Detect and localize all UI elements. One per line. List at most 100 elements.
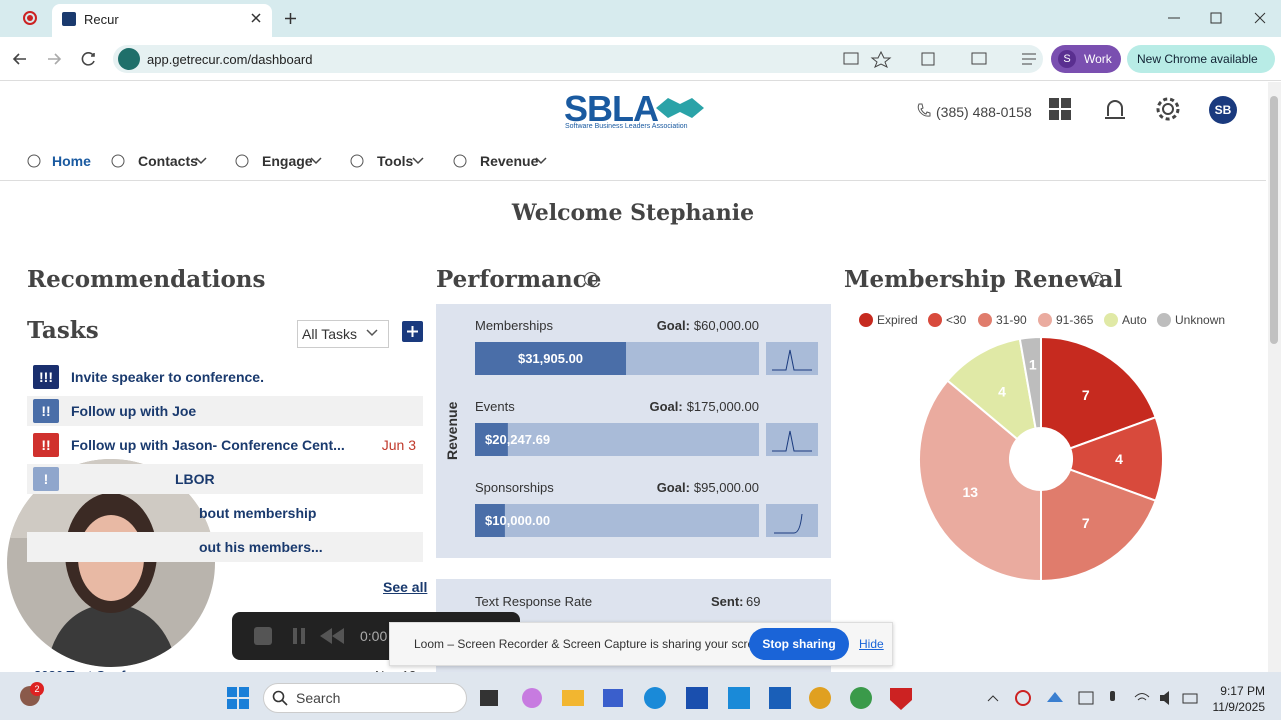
goal: Goal: $95,000.00 [657,480,759,495]
avatar[interactable]: SB [1209,96,1237,124]
chevron-path [310,157,322,165]
legend-swatch [859,313,873,327]
nav-chevron [535,157,547,165]
nav-chevron [195,157,207,165]
new-tab[interactable] [284,12,297,25]
nav-chevron [310,157,322,165]
nav-buttons[interactable] [12,50,102,68]
url: app.getrecur.com/dashboard [147,52,313,67]
legend-dot [1038,313,1052,327]
see-all[interactable]: See all [383,579,428,595]
pie-slice [1068,415,1164,503]
sparkline-line [772,430,812,452]
nav-item[interactable]: Contacts [138,153,198,169]
legend-label: 91-365 [1056,313,1094,327]
progress-fill [475,423,508,456]
update-chip[interactable] [1127,45,1275,73]
renewal-title: Membership Renewal [844,266,1123,293]
slice-label: 7 [1082,387,1090,403]
pie-slice [946,337,1037,441]
nav-item[interactable]: Revenue [480,153,539,169]
legend-dot [978,313,992,327]
sparkline-bg [766,504,818,537]
goal-prefix: Goal: [656,480,690,495]
priority-badge: !!! [33,365,59,389]
nav-icon [111,154,125,168]
stop-sharing[interactable]: Stop sharing [749,628,849,660]
scroll-thumb[interactable] [1270,96,1278,344]
nav-item[interactable]: Home [52,153,91,169]
slice-label: 7 [1082,515,1090,531]
header-icons[interactable] [1047,96,1247,124]
task-row[interactable]: out his members... [27,532,423,562]
legend-dot [859,313,873,327]
nav-item[interactable]: Tools [377,153,414,169]
legend-label: Auto [1122,313,1147,327]
nav-icon-shape [27,154,41,168]
sent-prefix: Sent: [711,594,744,609]
window-controls[interactable] [1165,10,1275,26]
logo[interactable]: SBLA [564,88,659,129]
goal-prefix: Goal: [649,399,683,414]
goal-prefix: Goal: [656,318,690,333]
pie-slice [918,379,1042,583]
nav-item[interactable]: Engage [262,153,313,169]
legend-swatch [978,313,992,327]
task-row[interactable]: !! Follow up with Jason- Conference Cent.… [27,430,423,460]
pie-slice [1040,468,1157,583]
logo-subtitle: Software Business Leaders Association [565,123,688,130]
progress-bar: $20,247.69 [475,423,759,456]
recommendations-title: Recommendations [27,266,266,293]
add-task[interactable] [402,321,423,342]
sparkline [766,423,818,456]
progress-label: $10,000.00 [485,513,550,528]
nav-chevron [412,157,424,165]
task-text: bout membership [199,505,317,521]
profile-name: Work [1084,52,1112,66]
legend-dot [928,313,942,327]
legend-dot [1157,313,1171,327]
search-box[interactable] [263,683,467,713]
toolbar-icons[interactable] [842,50,1042,68]
goal: Goal: $60,000.00 [657,318,759,333]
progress-label: $20,247.69 [485,432,550,447]
phone[interactable]: (385) 488-0158 [936,104,1032,120]
task-row[interactable]: ! LBOR [27,464,423,494]
task-row[interactable]: !!! Invite speaker to conference. [27,362,423,392]
legend-swatch [1157,313,1171,327]
start-button[interactable] [226,686,250,710]
record-icon [23,11,37,25]
tab-close[interactable] [250,12,262,24]
task-text: out his members... [199,539,323,555]
nav-icon [453,154,467,168]
clock-time: 9:17 PM [1220,684,1265,698]
clock-date: 11/9/2025 [1212,700,1266,714]
slice-label: 13 [963,484,979,500]
search-text: Search [296,690,341,706]
info-icon[interactable] [1088,271,1104,287]
system-tray[interactable] [985,688,1200,708]
tab[interactable] [52,4,272,37]
info-icon[interactable] [583,271,599,287]
loom-buttons[interactable] [250,624,360,648]
taskbar-apps[interactable] [478,684,918,712]
hide[interactable]: Hide [859,637,884,651]
slice-label: 4 [998,383,1006,399]
share-message: Loom – Screen Recorder & Screen Capture … [414,637,771,651]
task-row[interactable]: bout membership [27,498,423,528]
priority-badge: !! [33,433,59,457]
slice-label: 4 [1115,451,1123,467]
chevron [366,329,378,337]
chevron-path [412,157,424,165]
nav-icon-shape [235,154,249,168]
legend-swatch [1104,313,1118,327]
widget-badge: 2 [30,682,44,696]
task-filter[interactable] [297,320,389,348]
task-row[interactable]: !! Follow up with Joe [27,396,423,426]
sparkline [766,342,818,375]
text-response-name: Text Response Rate [475,594,593,609]
progress-track [475,423,759,456]
progress-fill [475,504,505,537]
task-text: LBOR [175,471,215,487]
progress-fill [475,342,627,375]
